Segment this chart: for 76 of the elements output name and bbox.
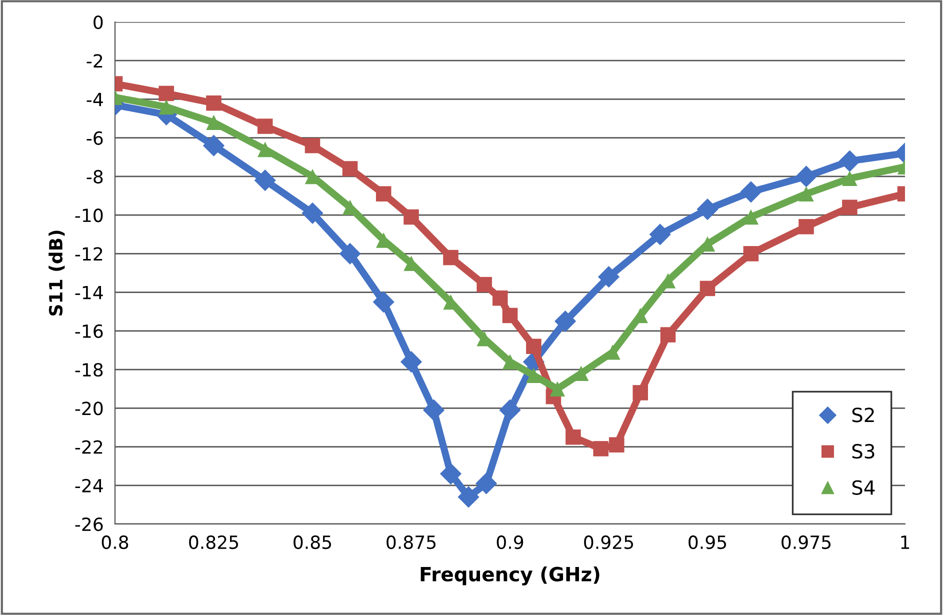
x-tick-label: 0.875: [386, 535, 436, 550]
y-tick-label: -10: [75, 208, 103, 222]
y-tick-label: -16: [75, 324, 103, 338]
y-axis-title: S11 (dB): [48, 230, 65, 316]
point: [649, 224, 671, 246]
point: [158, 86, 174, 102]
point: [593, 441, 608, 456]
point: [206, 114, 222, 130]
point: [372, 291, 394, 313]
point: [376, 186, 392, 202]
x-tick-label: 0.95: [688, 535, 726, 550]
point: [499, 399, 521, 421]
x-tick-label: 1: [901, 536, 910, 549]
point: [526, 338, 542, 354]
point: [475, 472, 498, 494]
point: [798, 219, 814, 234]
point: [696, 198, 718, 220]
y-tick-label: -8: [86, 170, 103, 184]
point: [458, 486, 480, 508]
y-tick-label: -26: [75, 517, 103, 532]
x-tick-label: 0.8: [102, 535, 128, 550]
y-tick-label: -18: [75, 363, 103, 377]
point: [632, 385, 648, 400]
point: [550, 381, 566, 396]
y-tick-label: -14: [75, 286, 103, 300]
point: [700, 280, 716, 296]
point: [743, 209, 759, 225]
y-tick-label: -20: [75, 402, 103, 416]
point: [254, 170, 276, 192]
point: [554, 310, 576, 332]
point: [440, 462, 462, 485]
x-tick-label: 0.9: [496, 535, 524, 550]
point: [202, 134, 225, 156]
point: [404, 209, 419, 225]
y-tick-label: -6: [86, 131, 103, 145]
point: [566, 429, 581, 445]
point: [740, 181, 762, 203]
point: [795, 166, 818, 188]
legend-label: S2: [852, 408, 874, 422]
x-tick-label: 0.825: [189, 535, 238, 550]
y-tick-label: -2: [86, 54, 102, 68]
point: [476, 276, 492, 292]
point: [304, 138, 320, 154]
point: [339, 242, 361, 264]
point: [257, 118, 273, 134]
point: [502, 308, 518, 324]
point: [798, 186, 814, 202]
point: [443, 250, 458, 266]
y-tick-label: -22: [75, 440, 102, 454]
y-tick-label: 0: [94, 15, 103, 30]
legend-label: S3: [852, 444, 874, 459]
point: [526, 368, 542, 383]
point: [158, 99, 174, 115]
y-tick-label: -4: [86, 92, 103, 106]
point: [422, 399, 445, 421]
point: [257, 142, 273, 158]
point: [502, 354, 518, 370]
point: [660, 327, 676, 342]
point: [302, 202, 324, 224]
point: [842, 200, 858, 215]
x-tick-label: 0.975: [782, 535, 831, 550]
point: [342, 161, 358, 176]
point: [743, 246, 759, 262]
legend-label: S4: [852, 480, 875, 495]
point: [400, 351, 422, 373]
x-tick-label: 0.925: [584, 535, 634, 550]
point: [605, 344, 620, 360]
point: [598, 266, 620, 288]
y-tick-label: -24: [75, 478, 103, 492]
point: [206, 95, 222, 111]
point: [492, 290, 508, 306]
x-axis-title: Frequency (GHz): [420, 566, 600, 586]
y-tick-label: -12: [75, 247, 102, 261]
point: [609, 437, 624, 452]
x-tick-label: 0.85: [294, 535, 332, 550]
point: [842, 170, 858, 186]
